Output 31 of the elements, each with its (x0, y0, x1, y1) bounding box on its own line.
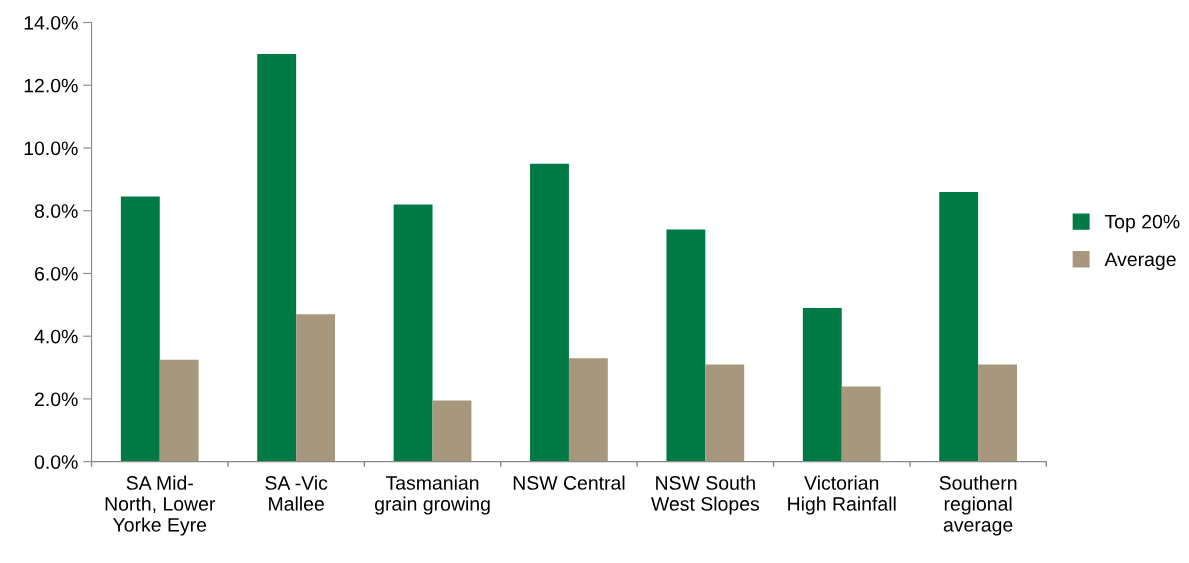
bar (841, 386, 881, 462)
bar (120, 196, 160, 462)
x-tick-label: NSW Central (513, 475, 625, 490)
bar (393, 204, 433, 462)
x-tick-label: Southern regional average (939, 475, 1017, 536)
bar (296, 314, 336, 462)
bar (159, 359, 199, 462)
x-tick-label: SA -Vic Mallee (265, 475, 328, 511)
bar (802, 307, 842, 462)
y-tick-label: 12.0% (24, 78, 78, 93)
y-tick-label: 4.0% (34, 329, 78, 344)
y-tick-label: 0.0% (34, 455, 78, 469)
bar (705, 364, 745, 462)
legend-label: Top 20% (1104, 214, 1180, 233)
x-tick-label: Tasmanian grain growing (375, 475, 490, 515)
y-tick-label: 14.0% (24, 15, 78, 30)
y-tick-label: 6.0% (35, 266, 78, 281)
bar (568, 358, 608, 462)
x-tick-label: Victorian High Rainfall (788, 475, 896, 515)
x-tick-label: SA Mid- North, Lower Yorke Eyre (105, 475, 216, 536)
legend-label: Average (1104, 252, 1176, 271)
bar (666, 229, 706, 462)
y-tick-label: 2.0% (35, 392, 78, 407)
bar (978, 364, 1017, 462)
x-tick-label: NSW South West Slopes (651, 475, 760, 515)
bar (939, 191, 979, 462)
bar (432, 400, 472, 462)
y-tick-label: 8.0% (34, 204, 78, 218)
bar (530, 163, 569, 462)
bar (257, 53, 297, 462)
y-tick-label: 10.0% (24, 141, 78, 156)
